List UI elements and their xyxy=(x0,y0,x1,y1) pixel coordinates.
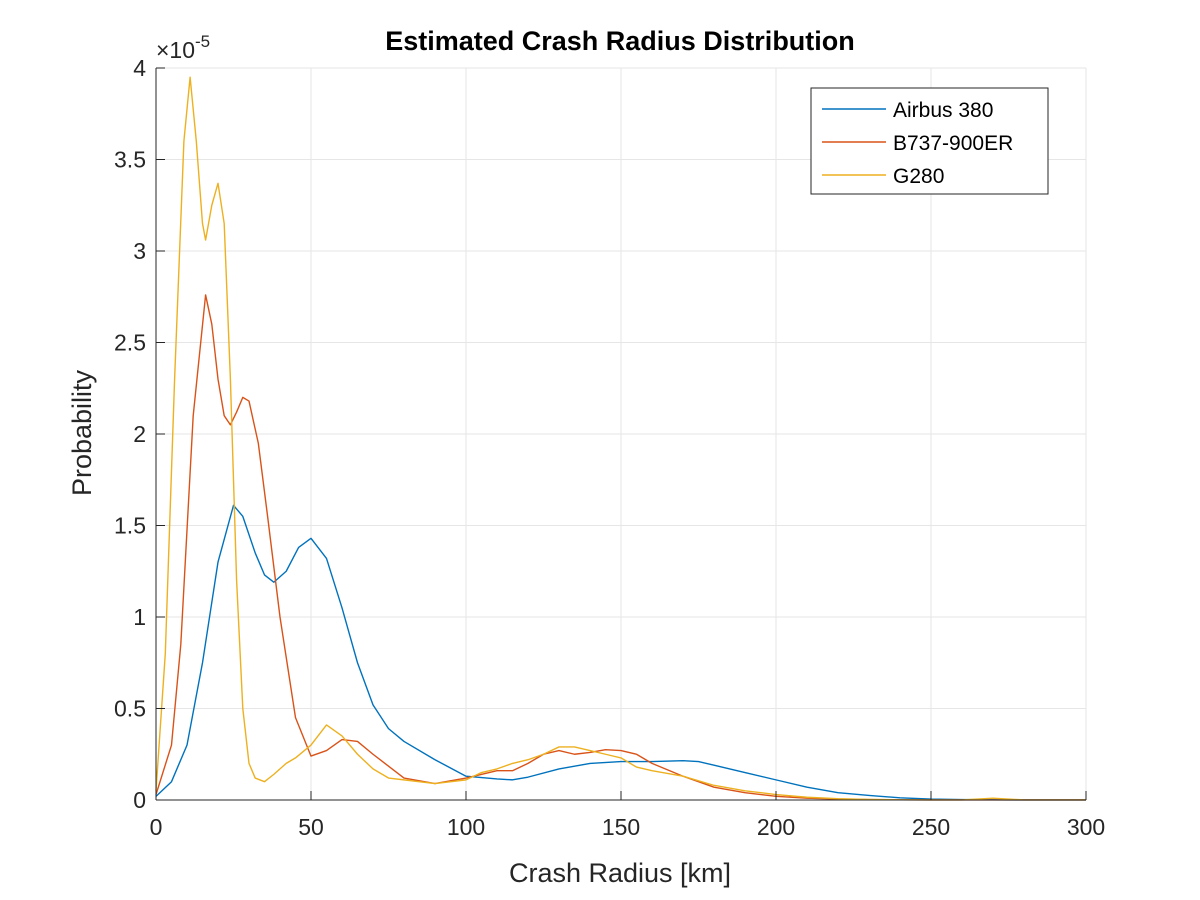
y-tick-label: 1 xyxy=(133,604,146,630)
y-tick-label: 1.5 xyxy=(114,513,146,539)
legend-label: B737-900ER xyxy=(893,132,1013,155)
exponent-power: -5 xyxy=(195,32,210,51)
y-tick-label: 3.5 xyxy=(114,147,146,173)
series-line-3 xyxy=(155,76,1086,801)
x-tick-label: 150 xyxy=(602,814,640,840)
x-tick-label: 50 xyxy=(298,814,324,840)
legend-label: Airbus 380 xyxy=(893,99,993,122)
y-axis-title: Probability xyxy=(67,369,97,496)
y-axis-exponent: ×10-5 xyxy=(156,32,210,63)
legend-box xyxy=(810,87,1049,195)
series-lines xyxy=(155,76,1087,801)
y-tick-label: 3 xyxy=(133,238,146,264)
series-line-1 xyxy=(155,504,1087,801)
exponent-base: ×10 xyxy=(156,37,195,63)
legend-label: G280 xyxy=(893,165,944,188)
x-tick-label: 250 xyxy=(912,814,950,840)
y-tick-label: 0 xyxy=(133,787,146,813)
x-axis-title: Crash Radius [km] xyxy=(509,858,731,888)
legend-entries: Airbus 380 B737-900ER G280 xyxy=(822,99,1013,188)
y-tick-label: 2.5 xyxy=(114,330,146,356)
legend: Airbus 380 B737-900ER G280 xyxy=(810,87,1049,195)
grid xyxy=(156,67,1087,800)
x-tick-label: 200 xyxy=(757,814,795,840)
chart-title: Estimated Crash Radius Distribution xyxy=(385,26,855,56)
x-tick-label: 300 xyxy=(1067,814,1105,840)
y-tick-label: 2 xyxy=(133,421,146,447)
y-tick-label: 4 xyxy=(133,55,146,81)
x-tick-label: 100 xyxy=(447,814,485,840)
tick-labels: 0 50 100 150 200 250 300 0 0.5 1 1.5 2 2.5 3 3.5 4 xyxy=(114,55,1105,840)
x-tick-label: 0 xyxy=(150,814,163,840)
axes xyxy=(155,67,1087,801)
y-tick-label: 0.5 xyxy=(114,696,146,722)
